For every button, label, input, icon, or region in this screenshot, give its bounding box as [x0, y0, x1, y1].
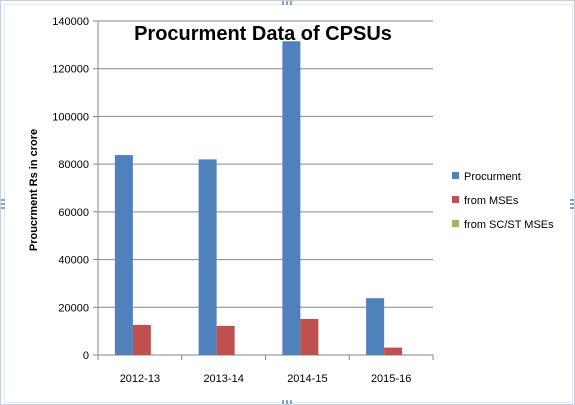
bar-from-mses-2012-13	[132, 324, 151, 355]
bars	[114, 41, 403, 356]
x-tick-label: 2013-14	[203, 373, 243, 385]
y-tick-label: 40000	[58, 255, 89, 267]
legend-swatch	[452, 172, 459, 179]
bar-procurment-2012-13	[114, 155, 133, 355]
legend: Procurment from MSEs from SC/ST MSEs	[452, 171, 554, 231]
bar-procurment-2013-14	[198, 159, 217, 355]
y-tick-label: 60000	[58, 207, 89, 219]
legend-label: from SC/ST MSEs	[464, 219, 554, 231]
bar-from-mses-2013-14	[216, 325, 235, 355]
y-tick-label: 140000	[52, 16, 89, 28]
x-tick-label: 2012-13	[120, 373, 160, 385]
x-tick-label: 2014-15	[287, 373, 327, 385]
y-tick-label: 120000	[52, 64, 89, 76]
x-tick-labels: 2012-13 2013-14 2014-15 2015-16	[120, 373, 412, 385]
resize-handle-right[interactable]	[570, 197, 574, 209]
chart-title: Procurment Data of CPSUs	[134, 23, 392, 45]
bar-from-mses-2015-16	[384, 347, 403, 355]
bar-from-mses-2014-15	[300, 318, 319, 355]
bar-procurment-2015-16	[366, 298, 385, 355]
chart-area[interactable]: Procurment Data of CPSUs Proucrment Rs i…	[4, 4, 573, 403]
legend-label: Procurment	[464, 171, 521, 183]
legend-swatch	[452, 220, 459, 227]
y-tick-label: 0	[83, 350, 89, 362]
legend-label: from MSEs	[464, 195, 519, 207]
y-tick-label: 80000	[58, 159, 89, 171]
resize-handle-bottom[interactable]	[282, 400, 294, 404]
y-tick-label: 20000	[58, 302, 89, 314]
legend-swatch	[452, 196, 459, 203]
resize-handle-top[interactable]	[282, 1, 294, 5]
resize-handle-left[interactable]	[1, 197, 5, 209]
y-tick-labels: 0 20000 40000 60000 80000 100000 120000 140000	[52, 16, 89, 362]
bar-chart: Procurment Data of CPSUs Proucrment Rs i…	[28, 16, 554, 385]
bar-procurment-2014-15	[282, 41, 301, 356]
y-tick-label: 100000	[52, 111, 89, 123]
y-axis-label: Proucrment Rs in crore	[28, 129, 40, 251]
x-tick-label: 2015-16	[371, 373, 411, 385]
